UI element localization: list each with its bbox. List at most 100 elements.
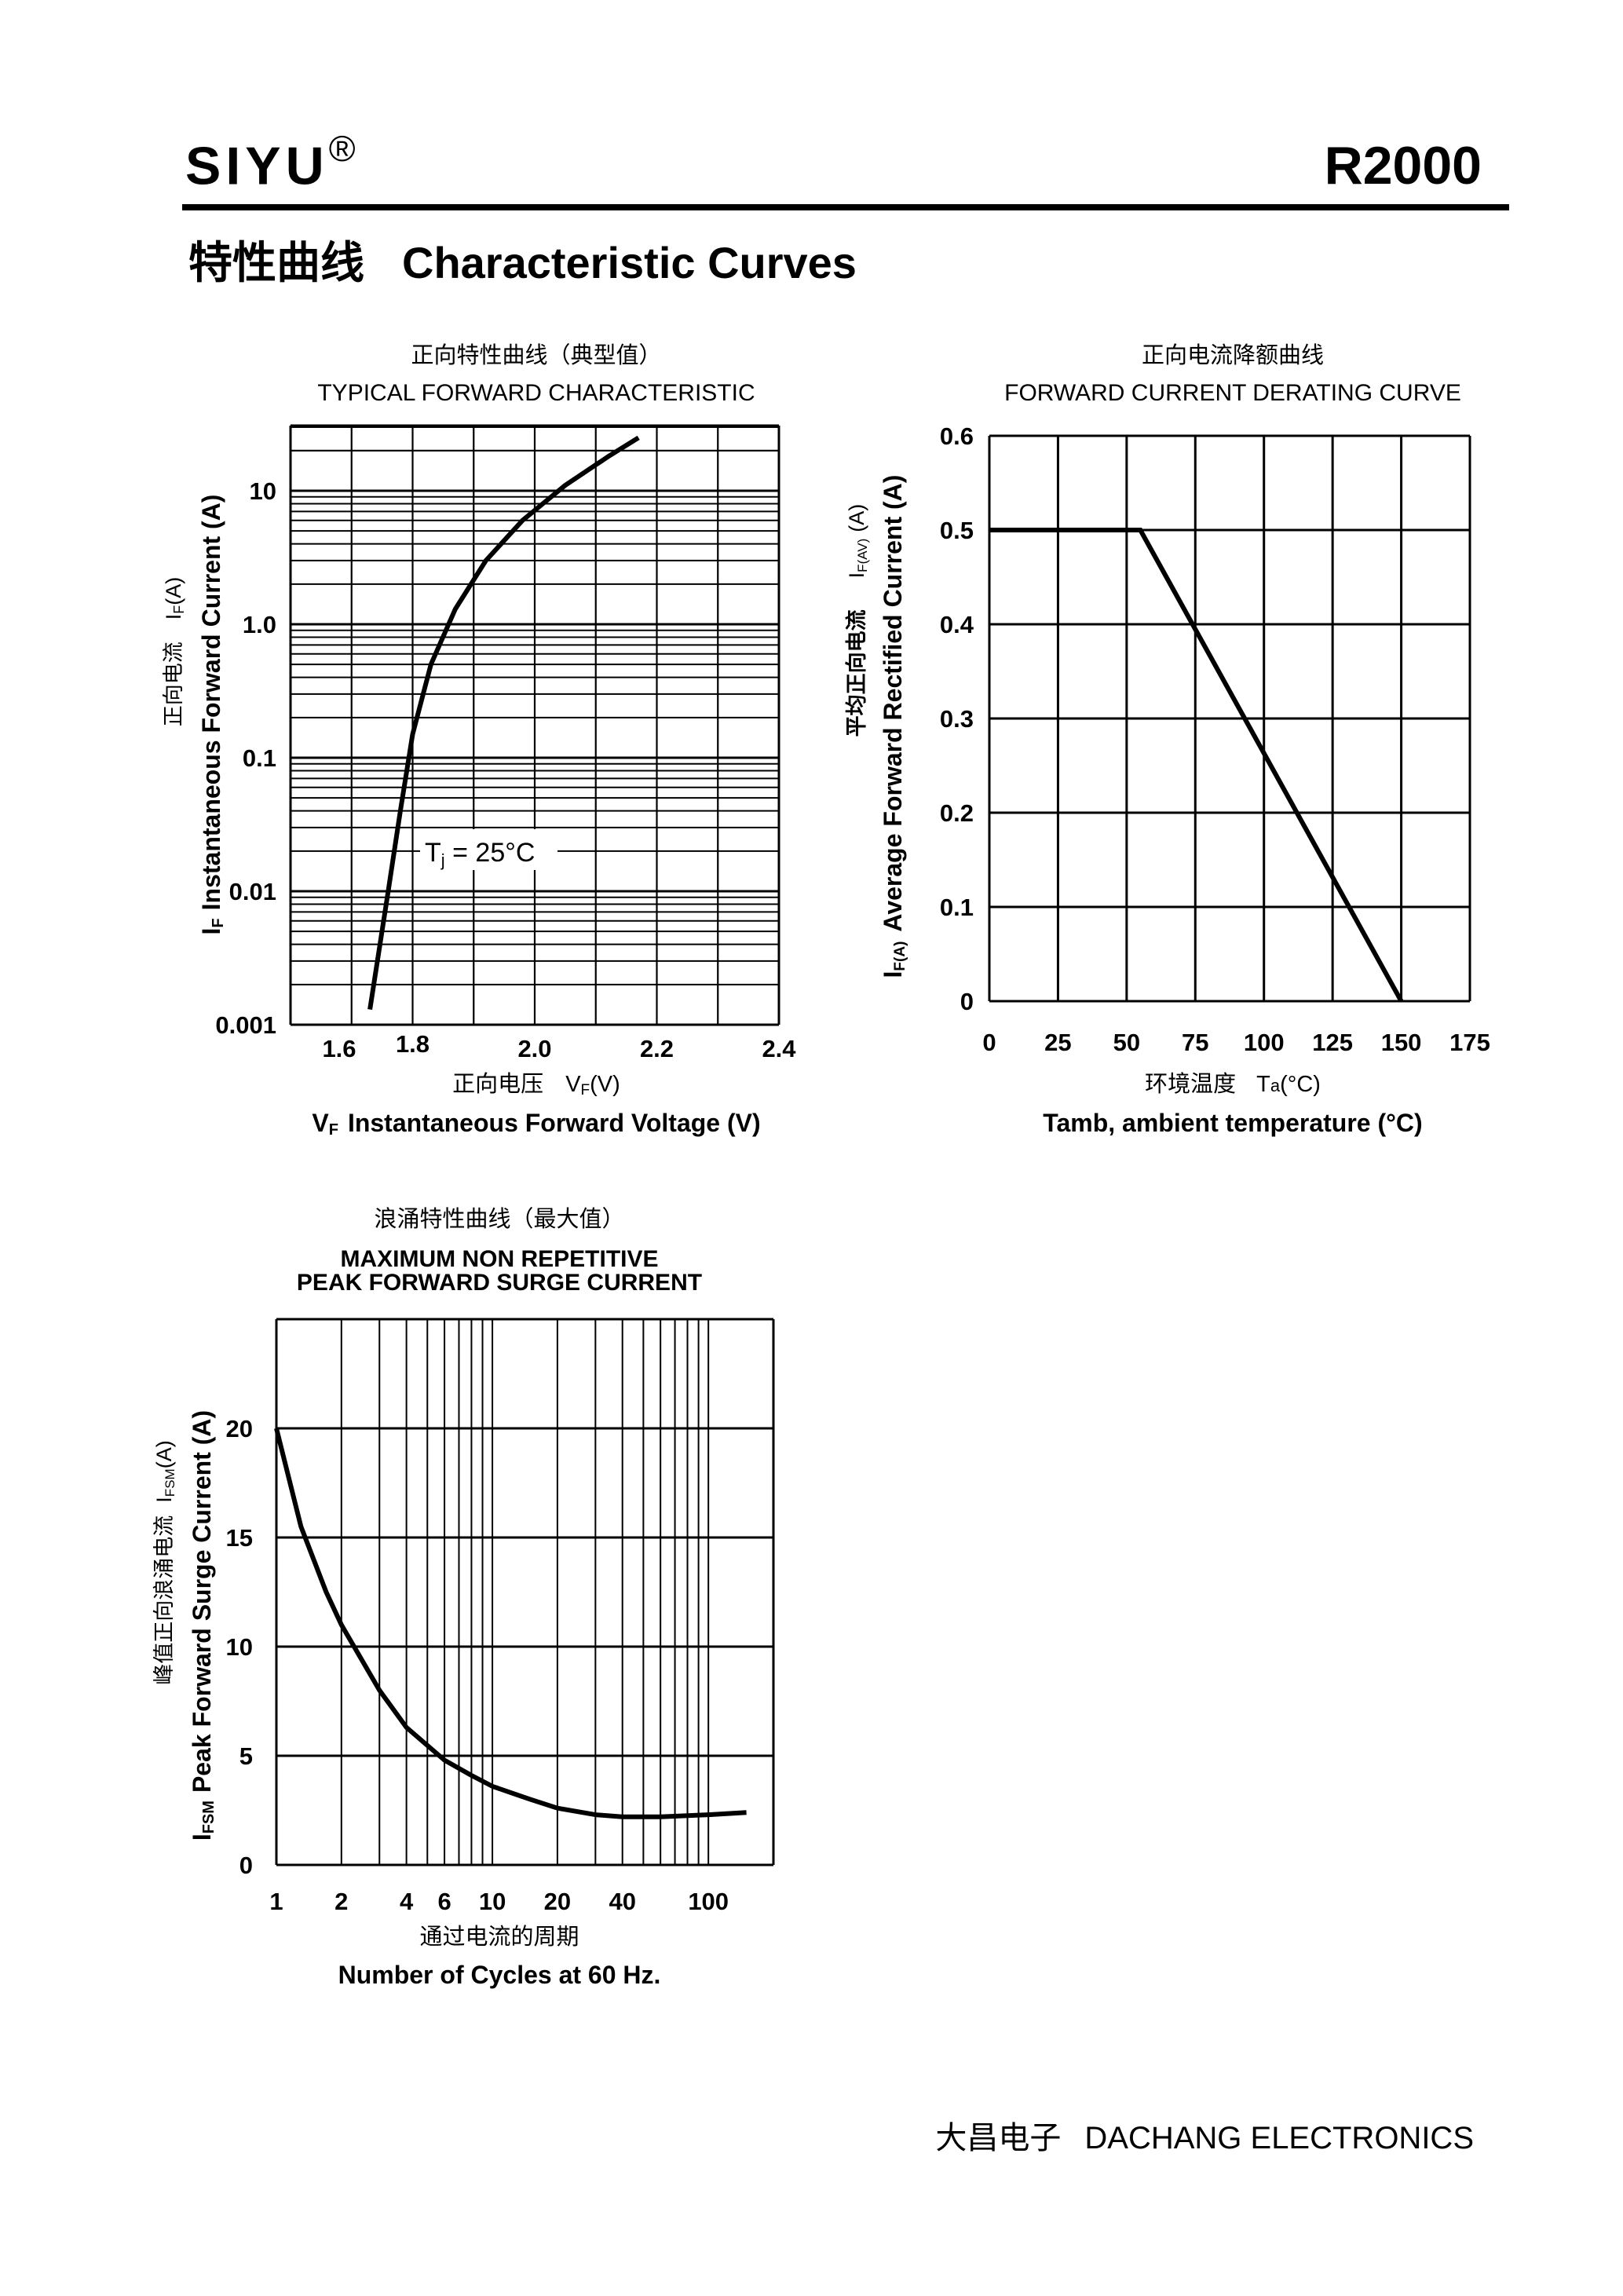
model-number: R2000 <box>1324 136 1482 196</box>
header-rule <box>182 204 1509 210</box>
forward-ysym-sub: F <box>171 605 187 614</box>
derating-curve <box>989 528 1404 1003</box>
surge-ytick-label: 0 <box>239 1852 253 1879</box>
derating-title-cn: 正向电流降额曲线 <box>1142 342 1324 368</box>
forward-xsym: V <box>565 1072 581 1097</box>
forward-curve <box>367 435 640 1011</box>
annotation-symbol: T <box>425 838 441 868</box>
forward-ylabel-cn-text: 正向电流 <box>162 642 186 726</box>
annotation-subscript: j <box>440 850 445 870</box>
section-title-en: Characteristic Curves <box>402 238 857 287</box>
forward-xtick-label: 1.6 <box>322 1035 356 1062</box>
surge-xtick-label: 100 <box>688 1888 729 1915</box>
surge-ylabel-cn: 峰值正向浪涌电流 IFSM(A) <box>152 1440 177 1684</box>
forward-xsym-sub: F <box>581 1082 590 1099</box>
surge-ylabel: IFSM Peak Forward Surge Current (A) <box>188 1410 217 1841</box>
derating-xtick-label: 25 <box>1044 1029 1071 1056</box>
surge-ytick-label: 15 <box>226 1524 253 1552</box>
forward-grid <box>289 424 780 1026</box>
forward-ytick-label: 0.01 <box>229 878 276 905</box>
forward-ylabel-sub: F <box>210 918 227 927</box>
forward-xlabel-cn-text: 正向电压 <box>452 1070 543 1097</box>
surge-xlabel: Number of Cycles at 60 Hz. <box>338 1961 661 1989</box>
forward-xlabel-text: Instantaneous Forward Voltage (V) <box>348 1109 761 1137</box>
surge-yunit: (A) <box>152 1440 176 1468</box>
derating-xtick-label: 0 <box>982 1029 996 1056</box>
derating-xsym: T <box>1256 1072 1270 1097</box>
surge-xtick-label: 2 <box>334 1888 348 1915</box>
company-en: DACHANG ELECTRONICS <box>1084 2121 1474 2155</box>
surge-ylabel-text: Peak Forward Surge Current (A) <box>188 1410 216 1793</box>
surge-ysym-sub: FSM <box>163 1468 177 1497</box>
derating-xtick-label: 175 <box>1449 1029 1490 1056</box>
derating-xunit: (°C) <box>1280 1072 1321 1097</box>
forward-ysym: I <box>162 614 185 620</box>
derating-xlabel-cn-text: 环境温度 <box>1145 1070 1236 1097</box>
forward-xtick-label: 2.0 <box>517 1035 551 1062</box>
forward-xlabel-sub: F <box>329 1121 338 1139</box>
derating-ytick-label: 0.6 <box>940 422 974 450</box>
derating-xtick-label: 50 <box>1113 1029 1140 1056</box>
brand-name: SIYU <box>185 136 329 196</box>
annotation-value: = 25°C <box>445 838 536 868</box>
derating-tick-labels: 0 25 50 75 100 125 150 175 0 0.1 0.2 0.3 0.4 0.5 0.6 <box>940 422 1490 1056</box>
forward-ylabel-text: Instantaneous Forward Current (A) <box>197 495 225 911</box>
surge-xtick-label: 4 <box>400 1888 414 1915</box>
derating-xtick-label: 125 <box>1312 1029 1353 1056</box>
forward-annotation: Tj = 25°C <box>425 838 535 870</box>
derating-ytick-label: 0.4 <box>940 611 974 638</box>
derating-ylabel: IF(A) Average Forward Rectified Current (… <box>879 475 908 978</box>
surge-title-line1: MAXIMUM NON REPETITIVE <box>340 1246 658 1272</box>
derating-xlabel-cn: 环境温度 Ta(°C) <box>1145 1070 1321 1097</box>
registered-mark: ® <box>328 128 356 169</box>
footer-company: 大昌电子 DACHANG ELECTRONICS <box>935 2112 1474 2158</box>
surge-ysym: I <box>152 1497 176 1503</box>
forward-ytick-label: 0.1 <box>243 744 276 772</box>
forward-title-cn: 正向特性曲线（典型值） <box>411 342 661 368</box>
derating-ytick-label: 0.1 <box>940 894 974 921</box>
forward-xlabel-sym: V <box>312 1109 329 1137</box>
forward-tick-labels: 1.6 1.8 2.0 2.2 2.4 0.001 0.01 0.1 1.0 10 <box>215 477 796 1062</box>
forward-xtick-label: 2.2 <box>640 1035 674 1062</box>
derating-ytick-label: 0.2 <box>940 799 974 827</box>
derating-xtick-label: 75 <box>1182 1029 1208 1056</box>
forward-xunit: (V) <box>590 1072 620 1097</box>
surge-xtick-label: 6 <box>437 1888 451 1915</box>
surge-title-line2: PEAK FORWARD SURGE CURRENT <box>297 1270 702 1296</box>
forward-title: TYPICAL FORWARD CHARACTERISTIC <box>317 380 755 406</box>
surge-tick-labels: 1 2 4 6 10 20 40 100 0 5 10 15 20 <box>226 1415 729 1915</box>
forward-xlabel-cn: 正向电压 VF(V) <box>452 1070 620 1099</box>
surge-xtick-label: 10 <box>479 1888 506 1915</box>
forward-ytick-label: 10 <box>250 477 276 505</box>
derating-xsym-sub: a <box>1270 1076 1281 1095</box>
derating-ylabel-sym: I <box>879 971 907 978</box>
derating-ylabel-sub: F(A) <box>892 941 908 971</box>
section-title-cn: 特性曲线 <box>188 238 364 289</box>
forward-ytick-label: 1.0 <box>243 611 276 638</box>
forward-ytick-label: 0.001 <box>215 1011 276 1039</box>
forward-yunit: (A) <box>162 577 185 605</box>
derating-xtick-label: 100 <box>1244 1029 1285 1056</box>
derating-xtick-label: 150 <box>1381 1029 1422 1056</box>
surge-xtick-label: 20 <box>544 1888 571 1915</box>
derating-ytick-label: 0.5 <box>940 517 974 544</box>
surge-ytick-label: 20 <box>226 1415 253 1442</box>
derating-yunit: (A) <box>845 504 868 532</box>
forward-xtick-label: 2.4 <box>762 1035 796 1062</box>
derating-ylabel-text: Average Forward Rectified Current (A) <box>879 475 907 932</box>
forward-ylabel-sym: I <box>197 928 225 935</box>
derating-ylabel-cn: 平均正向电流 IF(AV) (A) <box>844 504 870 737</box>
derating-xlabel: Tamb, ambient temperature (°C) <box>1043 1109 1422 1137</box>
surge-ylabel-sub: FSM <box>200 1801 217 1834</box>
surge-ytick-label: 10 <box>226 1633 253 1661</box>
derating-ytick-label: 0.3 <box>940 705 974 733</box>
forward-xtick-label: 1.8 <box>396 1030 430 1058</box>
derating-ysym-sub: F(AV) <box>855 539 870 572</box>
derating-title: FORWARD CURRENT DERATING CURVE <box>1004 380 1461 406</box>
derating-ylabel-cn-text: 平均正向电流 <box>844 609 869 737</box>
section-title: 特性曲线 Characteristic Curves <box>188 228 857 291</box>
surge-ytick-label: 5 <box>239 1742 253 1770</box>
